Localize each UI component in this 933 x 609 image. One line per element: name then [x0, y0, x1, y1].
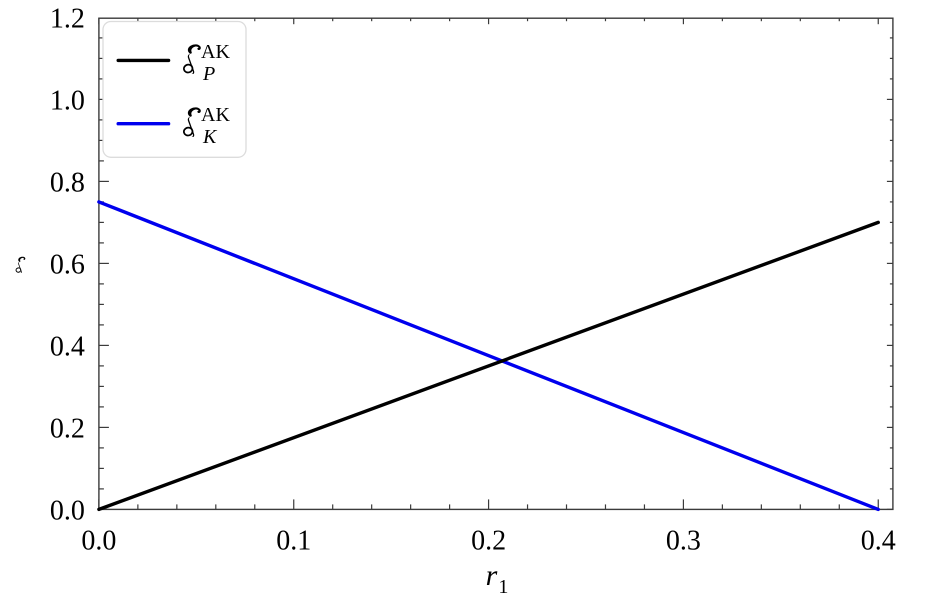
- svg-text:0.0: 0.0: [50, 495, 85, 526]
- svg-text:0.2: 0.2: [471, 525, 506, 556]
- svg-text:0.8: 0.8: [50, 167, 85, 198]
- svg-text:r1: r1: [486, 559, 509, 598]
- svg-text:0.3: 0.3: [666, 525, 701, 556]
- svg-text:AK: AK: [201, 104, 230, 126]
- svg-text:0.4: 0.4: [861, 525, 896, 556]
- svg-text:0.2: 0.2: [50, 413, 85, 444]
- svg-text:0.4: 0.4: [50, 331, 85, 362]
- svg-text:0.1: 0.1: [276, 525, 311, 556]
- svg-text:AK: AK: [201, 41, 230, 63]
- svg-text:P: P: [202, 63, 215, 85]
- svg-text:0.6: 0.6: [50, 249, 85, 280]
- svg-text:1.0: 1.0: [50, 85, 85, 116]
- svg-text:K: K: [202, 126, 218, 148]
- svg-text:1.2: 1.2: [50, 3, 85, 34]
- svg-text:0.0: 0.0: [81, 525, 116, 556]
